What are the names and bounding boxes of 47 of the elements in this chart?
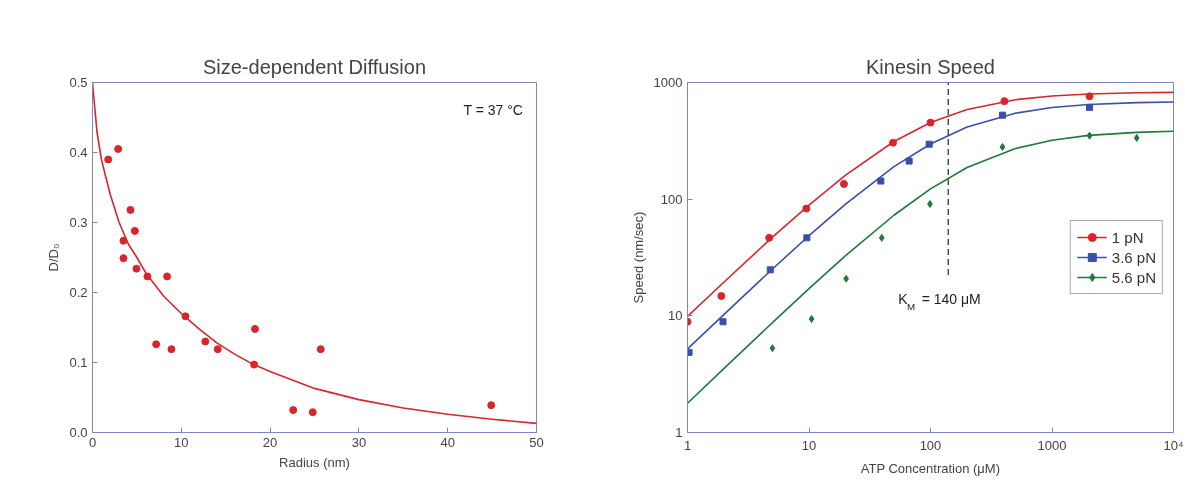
point: [152, 340, 161, 349]
point: [201, 337, 210, 346]
x-tick-label: 0: [88, 434, 97, 450]
point: [167, 345, 176, 354]
point: [104, 155, 113, 164]
x-tick-label: 50: [529, 434, 544, 450]
point: [132, 264, 141, 273]
x-tick-label: 10: [174, 434, 189, 450]
legend-label: 1 pN: [1111, 228, 1144, 246]
y-tick-label: 0.1: [69, 355, 88, 370]
x-tick-label: 10: [801, 437, 817, 453]
y-tick-label: 0.4: [69, 145, 88, 160]
annotation: T = 37 °C: [463, 101, 523, 118]
point: [119, 236, 128, 245]
line-series: [92, 82, 537, 425]
x-tick-label: 40: [440, 434, 455, 450]
y-tick-label: 100: [660, 191, 683, 207]
x-axis-title: Radius (nm): [279, 454, 350, 470]
y-tick-label: 0.5: [69, 75, 88, 90]
y-tick-label: 0.3: [69, 215, 88, 230]
y-axis-title: D/D₀: [46, 243, 62, 272]
point: [487, 401, 496, 410]
y-tick-label: 0.2: [69, 285, 88, 300]
x-tick-label: 10⁴: [1163, 437, 1184, 453]
point: [316, 345, 325, 354]
y-tick-label: 1000: [653, 75, 683, 90]
legend-label: 5.6 pN: [1111, 268, 1156, 286]
point: [130, 226, 139, 235]
point: [119, 254, 128, 263]
point: [213, 345, 222, 354]
point: [126, 205, 135, 214]
x-tick-label: 30: [351, 434, 367, 450]
chart-title: Kinesin Speed: [866, 55, 995, 78]
x-tick-label: 100: [919, 437, 942, 453]
y-tick-label: 0.0: [69, 425, 88, 440]
point: [308, 408, 317, 417]
point: [114, 145, 123, 153]
x-tick-label: 20: [262, 434, 278, 450]
y-axis-title: Speed (nm/sec): [630, 211, 646, 304]
chart-title: Size-dependent Diffusion: [202, 55, 427, 78]
point: [289, 406, 298, 415]
point: [163, 272, 172, 281]
y-tick-label: 10: [668, 308, 683, 324]
x-axis-title: ATP Concentration (μM): [860, 460, 1001, 476]
point: [251, 324, 259, 333]
legend-label: 3.6 pN: [1111, 248, 1156, 266]
x-tick-label: 1000: [1037, 437, 1067, 453]
